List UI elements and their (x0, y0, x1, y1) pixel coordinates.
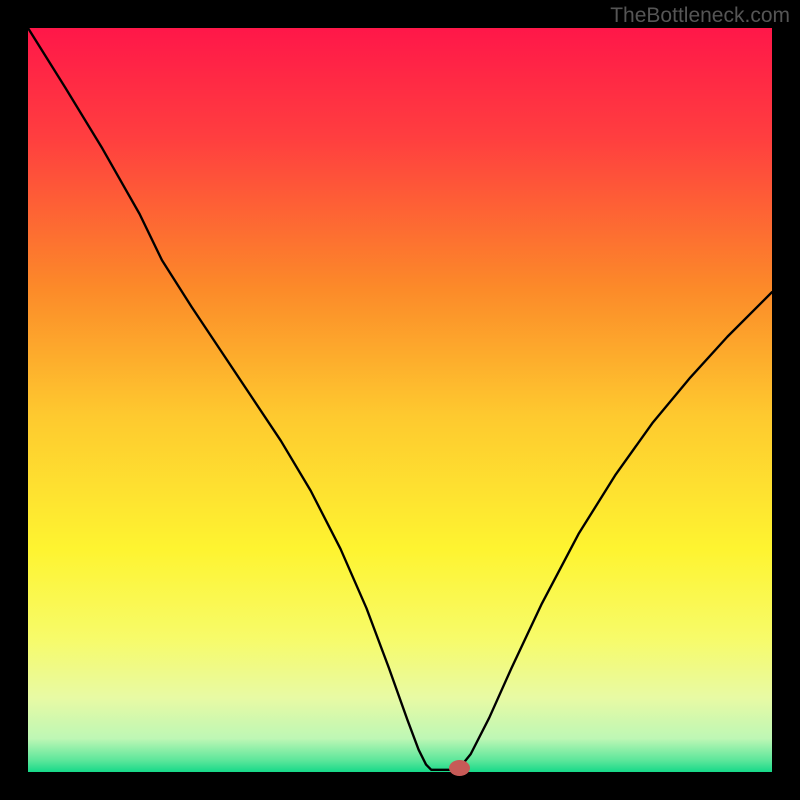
plot-background (28, 28, 772, 772)
watermark-text: TheBottleneck.com (610, 4, 790, 28)
optimal-marker (449, 760, 470, 776)
chart-frame: TheBottleneck.com (0, 0, 800, 800)
bottleneck-curve-plot (28, 28, 772, 772)
